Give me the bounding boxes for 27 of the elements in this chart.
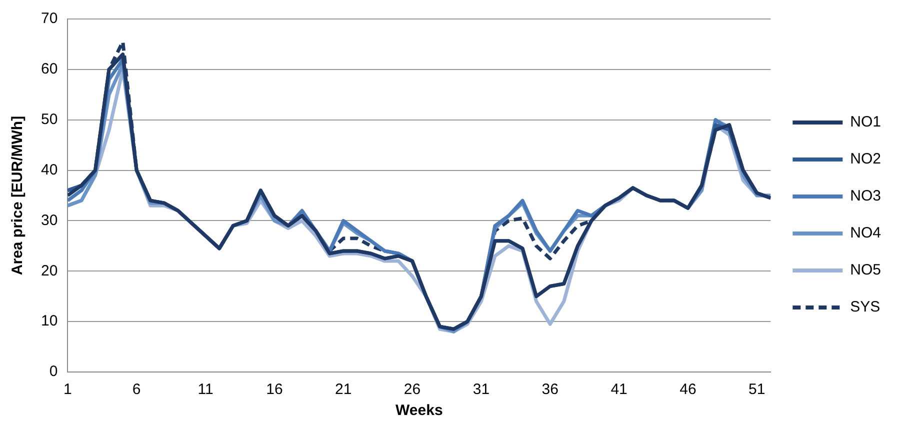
y-tick-label: 20 (40, 262, 58, 280)
y-tick-label: 40 (40, 161, 58, 178)
legend-label: NO3 (850, 188, 881, 205)
legend-label: SYS (850, 298, 880, 316)
x-tick-label: 16 (266, 381, 283, 398)
legend-label: NO1 (850, 114, 881, 131)
x-tick-label: 26 (404, 381, 421, 398)
x-tick-label: 1 (64, 381, 72, 398)
x-tick-label: 31 (472, 381, 490, 398)
y-tick-label: 70 (40, 10, 58, 28)
x-tick-label: 11 (198, 381, 214, 398)
x-tick-label: 51 (748, 381, 766, 398)
y-tick-label: 0 (49, 363, 58, 380)
y-axis-title: Area price [EUR/MWh] (9, 116, 26, 276)
x-tick-label: 36 (542, 381, 558, 398)
legend-label: NO2 (850, 150, 881, 168)
y-tick-label: 60 (40, 60, 58, 78)
y-tick-label: 30 (40, 212, 58, 229)
y-tick-label: 10 (40, 312, 58, 330)
y-tick-label: 50 (40, 111, 58, 128)
x-tick-label: 41 (610, 381, 628, 398)
legend-label: NO4 (850, 224, 881, 242)
legend-label: NO5 (850, 262, 881, 279)
x-tick-label: 6 (132, 381, 141, 398)
x-axis-title: Weeks (396, 402, 443, 420)
x-tick-label: 21 (335, 381, 352, 398)
x-tick-label: 46 (680, 381, 696, 398)
